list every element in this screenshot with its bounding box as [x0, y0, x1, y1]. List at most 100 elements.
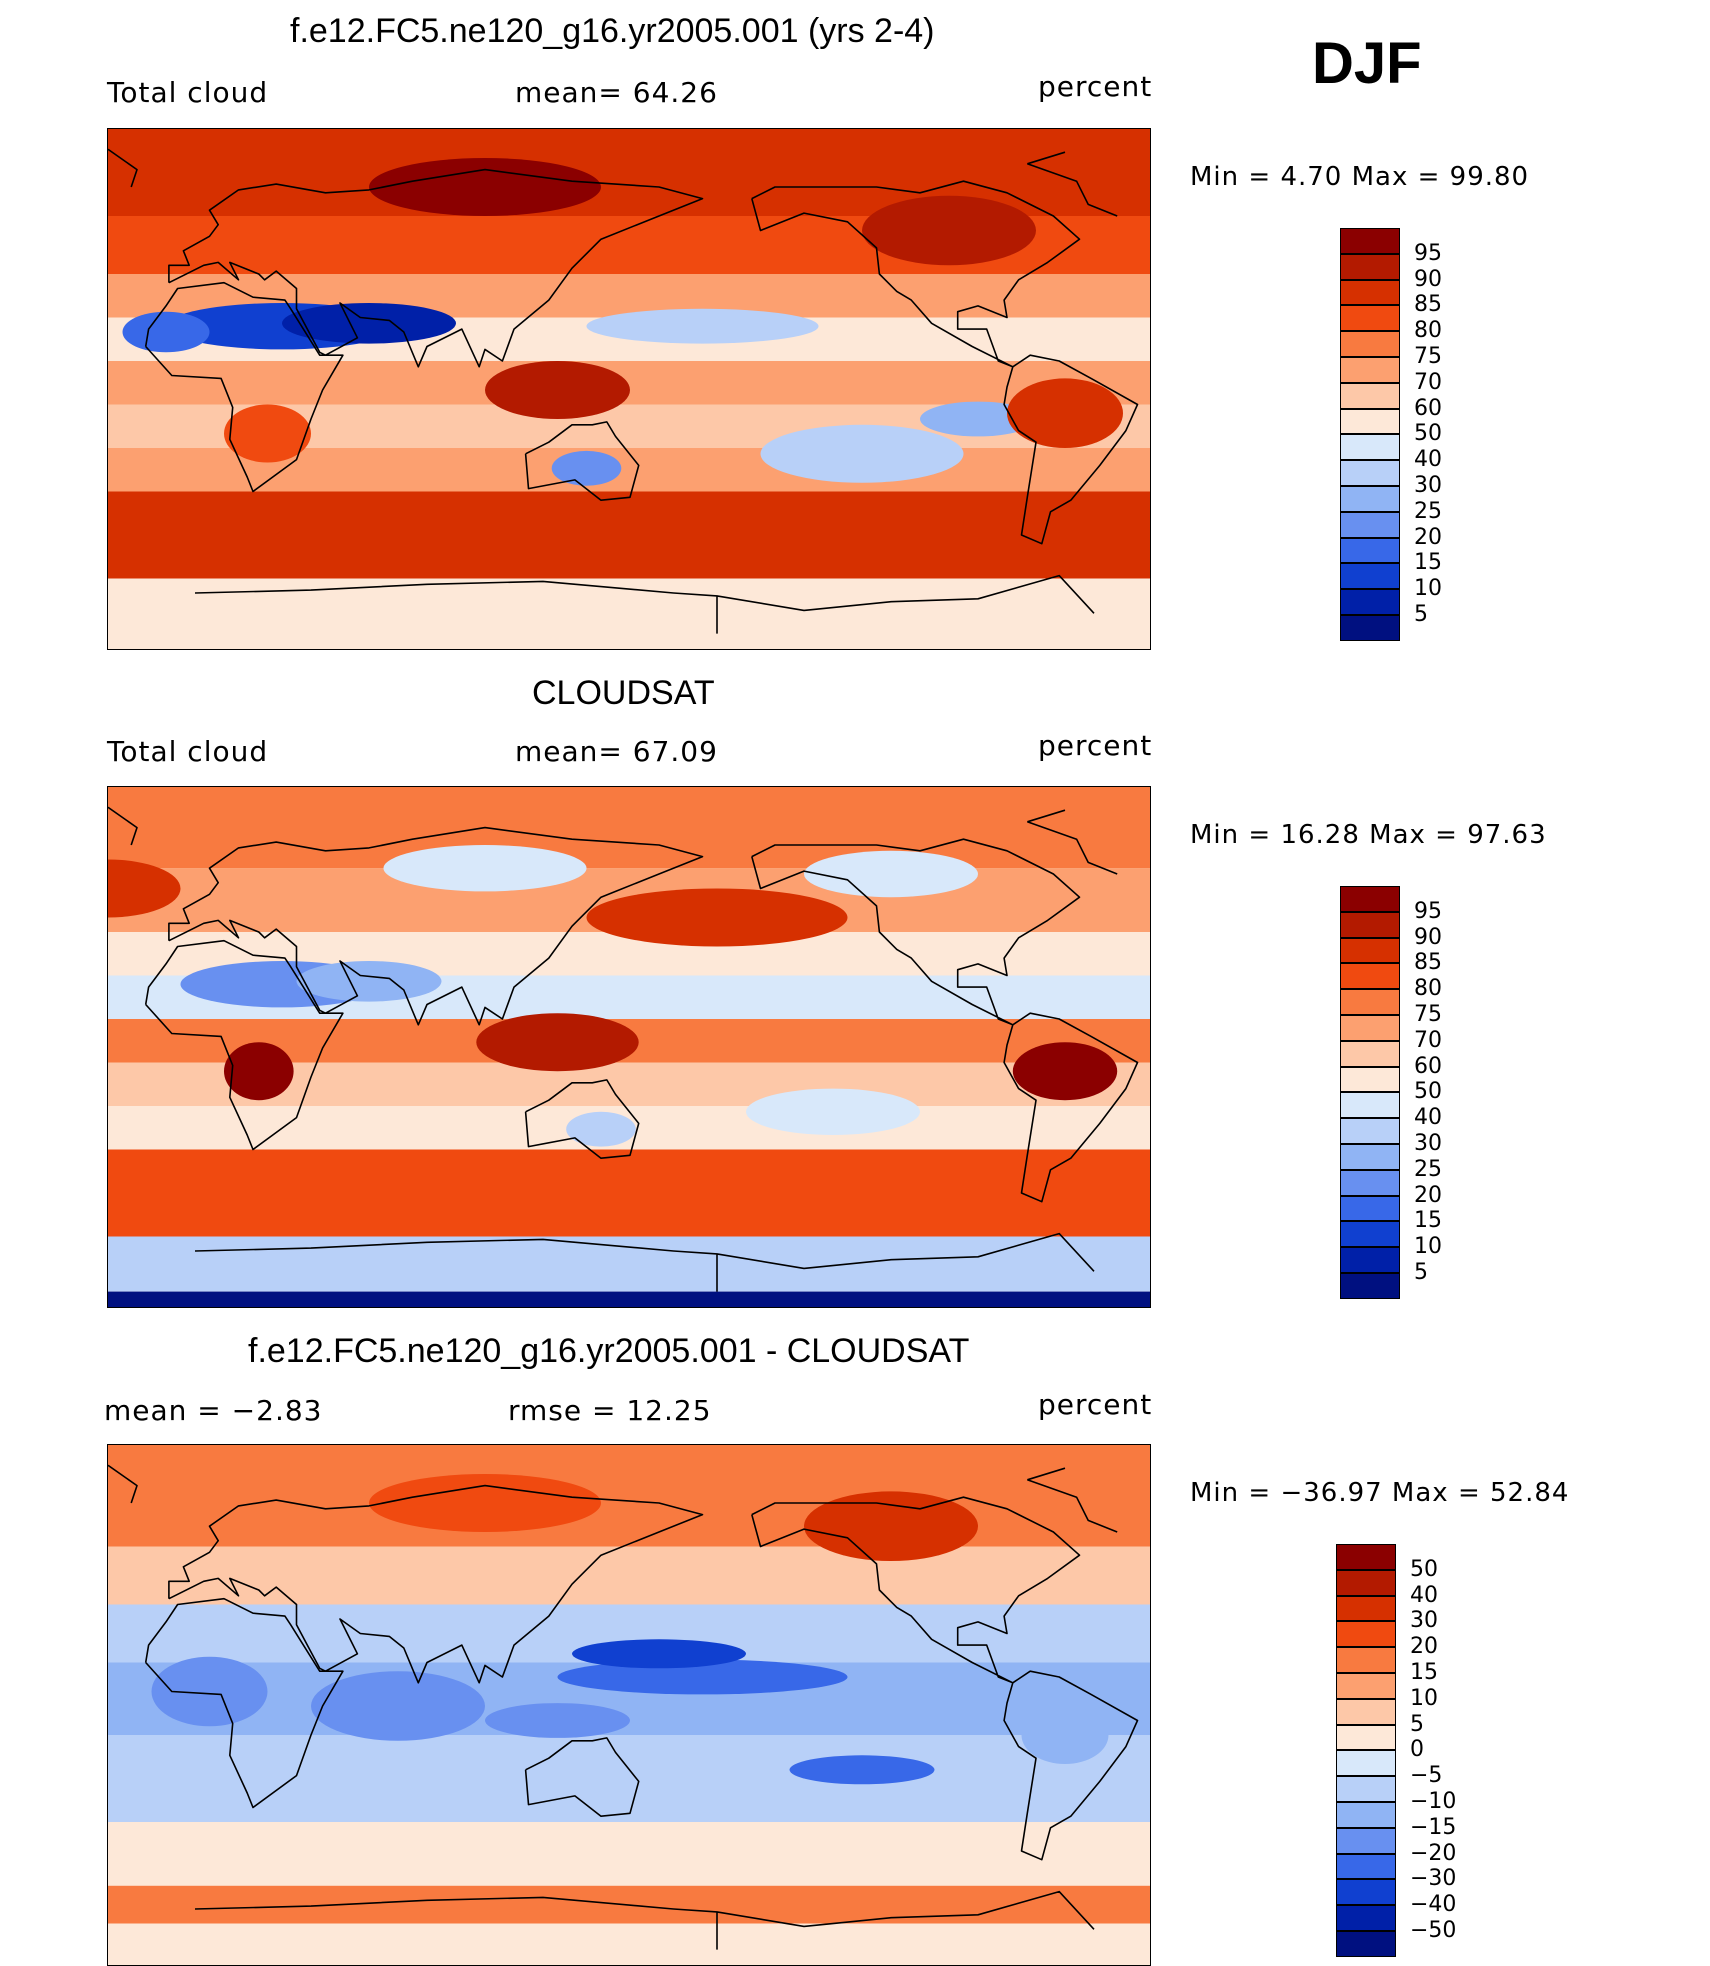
- colorbar-swatch: [1336, 1647, 1396, 1673]
- field-blob: [384, 845, 587, 891]
- minmax-readout-obs: Min = 16.28 Max = 97.63: [1190, 820, 1547, 850]
- colorbar-swatch: [1340, 912, 1400, 938]
- colorbar-tick-label: 40: [1414, 447, 1442, 472]
- colorbar-tick-label: −10: [1410, 1789, 1456, 1814]
- colorbar-swatch: [1340, 434, 1400, 460]
- colorbar-swatch: [1340, 963, 1400, 989]
- colorbar-tick-label: −50: [1410, 1918, 1456, 1943]
- panel-units-label-obs: percent: [1038, 729, 1152, 762]
- colorbar-swatch: [1336, 1544, 1396, 1570]
- field-band: [108, 1150, 1151, 1237]
- field-band: [108, 1924, 1151, 1966]
- colorbar-tick-label: −5: [1410, 1763, 1442, 1788]
- field-blob: [369, 1474, 601, 1532]
- colorbar-swatch: [1340, 1170, 1400, 1196]
- colorbar-tick-label: 15: [1414, 550, 1442, 575]
- colorbar-swatch: [1340, 228, 1400, 254]
- panel-mean-label-obs: mean= 67.09: [515, 735, 718, 768]
- colorbar-swatch: [1336, 1750, 1396, 1776]
- colorbar-tick-label: 50: [1410, 1557, 1438, 1582]
- field-blob: [485, 361, 630, 419]
- colorbar-tick-label: 75: [1414, 1002, 1442, 1027]
- colorbar-tick-label: 75: [1414, 344, 1442, 369]
- colorbar-swatch: [1340, 1273, 1400, 1299]
- colorbar-tick-label: 50: [1414, 421, 1442, 446]
- colorbar-swatch: [1340, 538, 1400, 564]
- colorbar-tick-label: 90: [1414, 925, 1442, 950]
- panel-units-label-diff: percent: [1038, 1388, 1152, 1421]
- colorbar-tick-label: 90: [1414, 267, 1442, 292]
- colorbar-swatch: [1340, 357, 1400, 383]
- colorbar-swatch: [1340, 1196, 1400, 1222]
- colorbar-tick-label: 30: [1414, 473, 1442, 498]
- colorbar-tick-label: 10: [1410, 1686, 1438, 1711]
- field-band: [108, 361, 1151, 405]
- colorbar-swatch: [1336, 1596, 1396, 1622]
- colorbar-tick-label: 30: [1410, 1608, 1438, 1633]
- map-panel-model: [107, 128, 1151, 650]
- colorbar-swatch: [1340, 280, 1400, 306]
- colorbar-tick-label: 85: [1414, 950, 1442, 975]
- colorbar-tick-label: 0: [1410, 1737, 1424, 1762]
- colorbar-tick-label: 20: [1410, 1634, 1438, 1659]
- colorbar-swatch: [1336, 1673, 1396, 1699]
- field-band: [108, 1445, 1151, 1547]
- field-blob: [1007, 378, 1123, 448]
- colorbar-swatch: [1340, 460, 1400, 486]
- colorbar-tick-label: −15: [1410, 1815, 1456, 1840]
- colorbar-swatch: [1340, 589, 1400, 615]
- colorbar-tick-label: 80: [1414, 318, 1442, 343]
- colorbar-tick-label: 10: [1414, 576, 1442, 601]
- colorbar-tick-label: 85: [1414, 292, 1442, 317]
- colorbar-swatch: [1340, 486, 1400, 512]
- map-panel-diff: [107, 1444, 1151, 1966]
- colorbar-swatch: [1336, 1931, 1396, 1957]
- colorbar-tick-label: 60: [1414, 1054, 1442, 1079]
- field-blob: [224, 1042, 294, 1100]
- field-blob: [587, 889, 848, 947]
- field-blob: [790, 1755, 935, 1784]
- panel-rmse-label-diff: rmse = 12.25: [508, 1394, 712, 1427]
- colorbar-swatch: [1336, 1879, 1396, 1905]
- field-blob: [369, 158, 601, 216]
- colorbar-swatch: [1336, 1854, 1396, 1880]
- field-blob: [297, 961, 442, 1002]
- colorbar-tick-label: 40: [1410, 1583, 1438, 1608]
- field-blob: [123, 312, 210, 353]
- colorbar-swatch: [1340, 1118, 1400, 1144]
- colorbar-tick-label: 20: [1414, 1183, 1442, 1208]
- colorbar-tick-label: −30: [1410, 1866, 1456, 1891]
- colorbar-swatch: [1336, 1776, 1396, 1802]
- colorbar-swatch: [1336, 1699, 1396, 1725]
- colorbar-swatch: [1340, 331, 1400, 357]
- field-band: [108, 1237, 1151, 1292]
- colorbar-tick-label: 60: [1414, 396, 1442, 421]
- season-label: DJF: [1312, 30, 1422, 97]
- panel-mean-label-model: mean= 64.26: [515, 76, 718, 109]
- field-band: [108, 492, 1151, 579]
- colorbar-swatch: [1340, 305, 1400, 331]
- panel-left-label-obs: Total cloud: [107, 735, 268, 768]
- colorbar-tick-label: 40: [1414, 1105, 1442, 1130]
- colorbar-swatch: [1340, 563, 1400, 589]
- colorbar-swatch: [1340, 938, 1400, 964]
- field-blob: [152, 1657, 268, 1727]
- colorbar-tick-label: −20: [1410, 1841, 1456, 1866]
- colorbar-swatch: [1340, 1247, 1400, 1273]
- colorbar-swatch: [1340, 1221, 1400, 1247]
- colorbar-tick-label: 70: [1414, 370, 1442, 395]
- colorbar-tick-label: 50: [1414, 1079, 1442, 1104]
- colorbar-tick-label: 5: [1414, 602, 1428, 627]
- colorbar-tick-label: 15: [1414, 1208, 1442, 1233]
- colorbar-swatch: [1340, 1144, 1400, 1170]
- minmax-readout-diff: Min = −36.97 Max = 52.84: [1190, 1478, 1569, 1508]
- colorbar-swatch: [1336, 1725, 1396, 1751]
- field-blob: [552, 451, 622, 486]
- colorbar-tick-label: 15: [1410, 1660, 1438, 1685]
- colorbar-tick-label: 10: [1414, 1234, 1442, 1259]
- colorbar-swatch: [1340, 1092, 1400, 1118]
- field-blob: [746, 1089, 920, 1135]
- field-blob: [1013, 1042, 1117, 1100]
- field-blob: [572, 1639, 746, 1668]
